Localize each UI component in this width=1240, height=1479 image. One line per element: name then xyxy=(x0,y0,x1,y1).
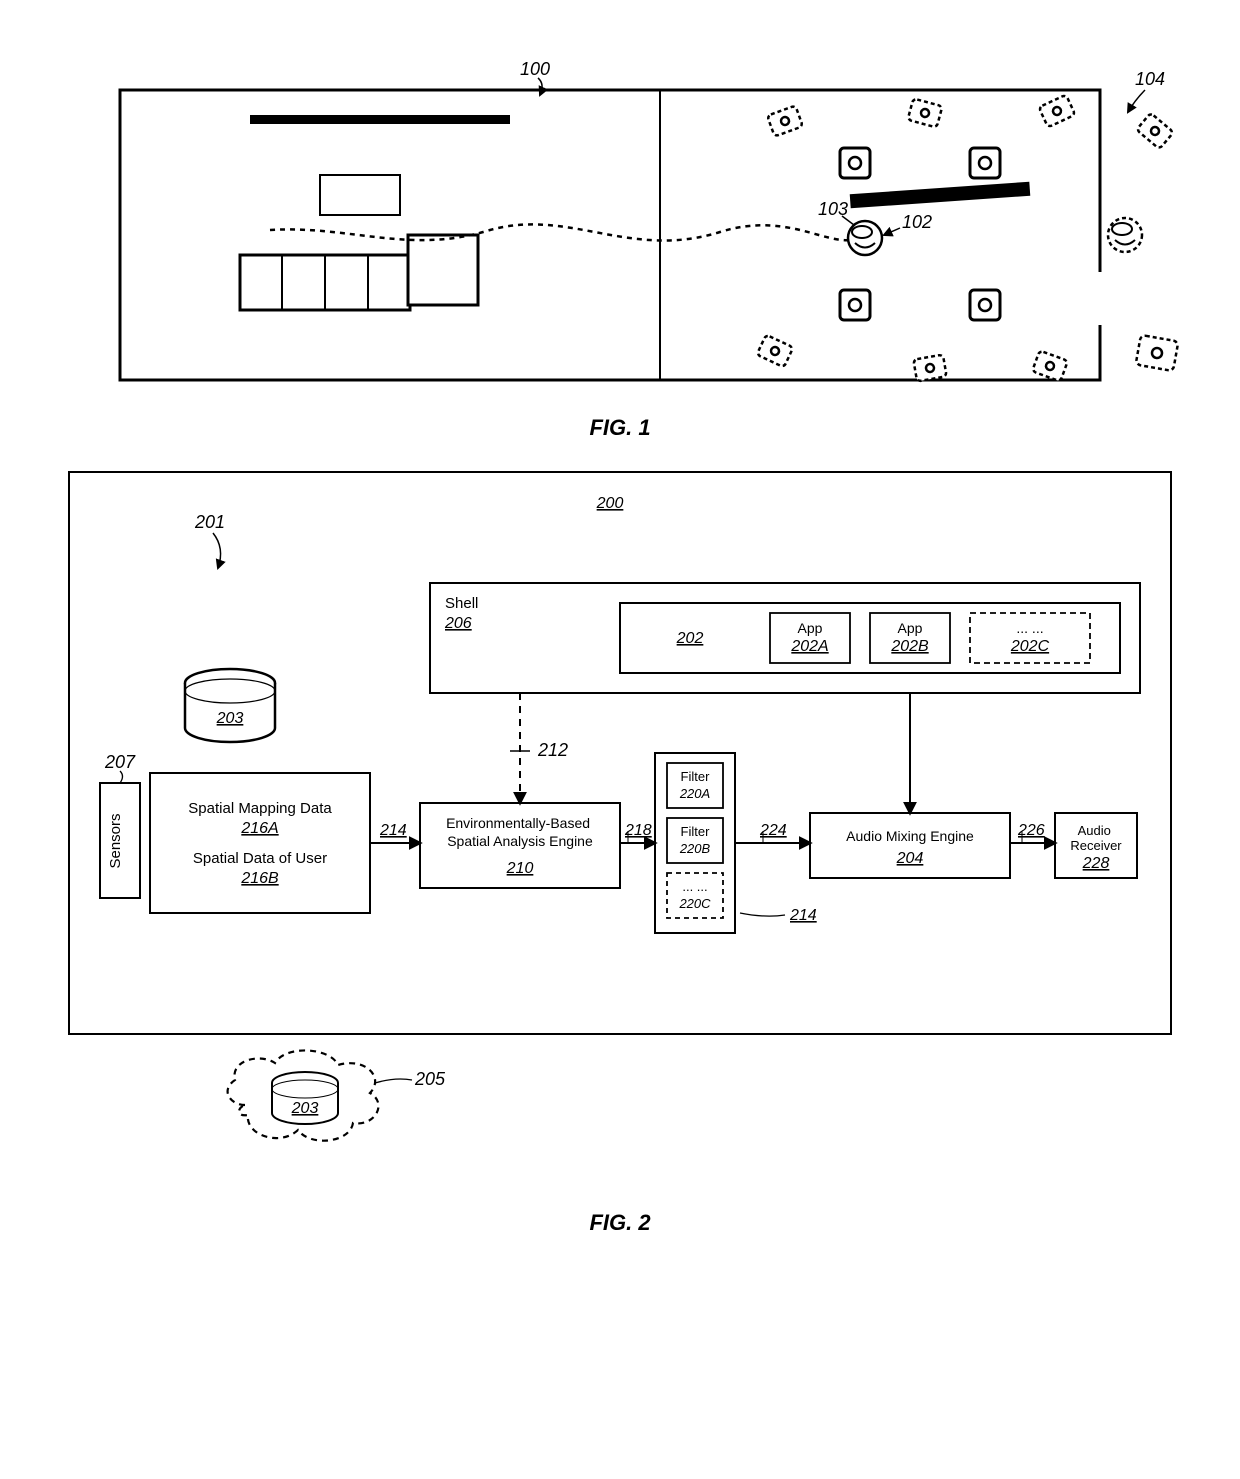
small-table xyxy=(320,175,400,215)
filter-stack: Filter 220A Filter 220B ... ... 220C xyxy=(655,753,735,933)
fig2-below: 203 205 xyxy=(70,1035,1170,1195)
mixing-box: Audio Mixing Engine 204 xyxy=(810,813,1010,878)
ref-204: 204 xyxy=(896,850,924,867)
mixing-label: Audio Mixing Engine xyxy=(846,828,974,844)
filter-c-dots: ... ... xyxy=(682,879,707,894)
ref-202: 202 xyxy=(676,630,704,647)
ref-210: 210 xyxy=(506,860,534,877)
leader-201 xyxy=(213,533,221,568)
filter-a-label: Filter xyxy=(681,769,711,784)
ref-226: 226 xyxy=(1017,822,1045,839)
leader-104 xyxy=(1128,90,1145,112)
ref-228: 228 xyxy=(1082,855,1110,872)
ref-203b: 203 xyxy=(291,1100,319,1117)
ref-200: 200 xyxy=(596,495,624,512)
app-a-label: App xyxy=(798,620,823,636)
leader-205 xyxy=(375,1079,412,1083)
ref-104: 104 xyxy=(1135,69,1165,89)
ref-201: 201 xyxy=(194,512,225,532)
app-c-dots: ... ... xyxy=(1016,620,1043,636)
spatial-data-box: Spatial Mapping Data 216A Spatial Data o… xyxy=(150,773,370,913)
textured-bar xyxy=(850,182,1031,209)
ref-202B: 202B xyxy=(890,638,929,655)
spatial-map-label: Spatial Mapping Data xyxy=(188,800,332,817)
tv-bar xyxy=(250,115,510,124)
ref-220B: 220B xyxy=(679,841,711,856)
door-opening xyxy=(1098,272,1103,325)
ref-100: 100 xyxy=(520,60,550,79)
ref-214: 214 xyxy=(379,822,407,839)
user-path xyxy=(270,224,860,240)
ref-205: 205 xyxy=(414,1069,446,1089)
cylinder-203-cloud: 203 xyxy=(272,1072,338,1124)
receiver-box: Audio Receiver 228 xyxy=(1055,813,1137,878)
ref-202A: 202A xyxy=(790,638,828,655)
ref-103: 103 xyxy=(818,199,848,219)
sensors-label: Sensors xyxy=(107,813,124,868)
fig1-container: 100 104 103 102 xyxy=(70,60,1170,400)
fig1-svg: 100 104 103 102 xyxy=(70,60,1220,420)
ref-102: 102 xyxy=(902,212,932,232)
leader-100 xyxy=(538,78,542,95)
ref-212: 212 xyxy=(537,740,568,760)
side-table xyxy=(408,235,478,305)
fig2-frame: 200 201 203 Sensors 207 Spatial Mapping … xyxy=(68,471,1172,1035)
shell-box: Shell 206 202 App 202A App 202B ... ... … xyxy=(430,583,1140,693)
ref-214b: 214 xyxy=(789,907,817,924)
user-head-inside xyxy=(848,221,882,255)
ref-206: 206 xyxy=(444,615,472,632)
ref-220C: 220C xyxy=(678,896,711,911)
leader-207 xyxy=(120,771,123,783)
ref-207: 207 xyxy=(104,752,136,772)
fig2-label: FIG. 2 xyxy=(20,1210,1220,1236)
ref-202C: 202C xyxy=(1010,638,1050,655)
app-b-label: App xyxy=(898,620,923,636)
ref-203a: 203 xyxy=(216,710,244,727)
cylinder-203: 203 xyxy=(185,669,275,742)
ref-216A: 216A xyxy=(240,820,278,837)
spatial-user-label: Spatial Data of User xyxy=(193,850,327,867)
couch xyxy=(240,255,410,310)
user-head-outside xyxy=(1108,218,1142,252)
sensors-box: Sensors xyxy=(100,783,140,898)
leader-102 xyxy=(884,228,900,235)
leader-214b xyxy=(740,913,785,916)
filter-b-label: Filter xyxy=(681,824,711,839)
engine-box: Environmentally-Based Spatial Analysis E… xyxy=(420,803,620,888)
fig2-svg: 200 201 203 Sensors 207 Spatial Mapping … xyxy=(70,473,1170,1033)
ref-220A: 220A xyxy=(679,786,710,801)
shell-label: Shell xyxy=(445,595,478,612)
ref-216B: 216B xyxy=(240,870,279,887)
